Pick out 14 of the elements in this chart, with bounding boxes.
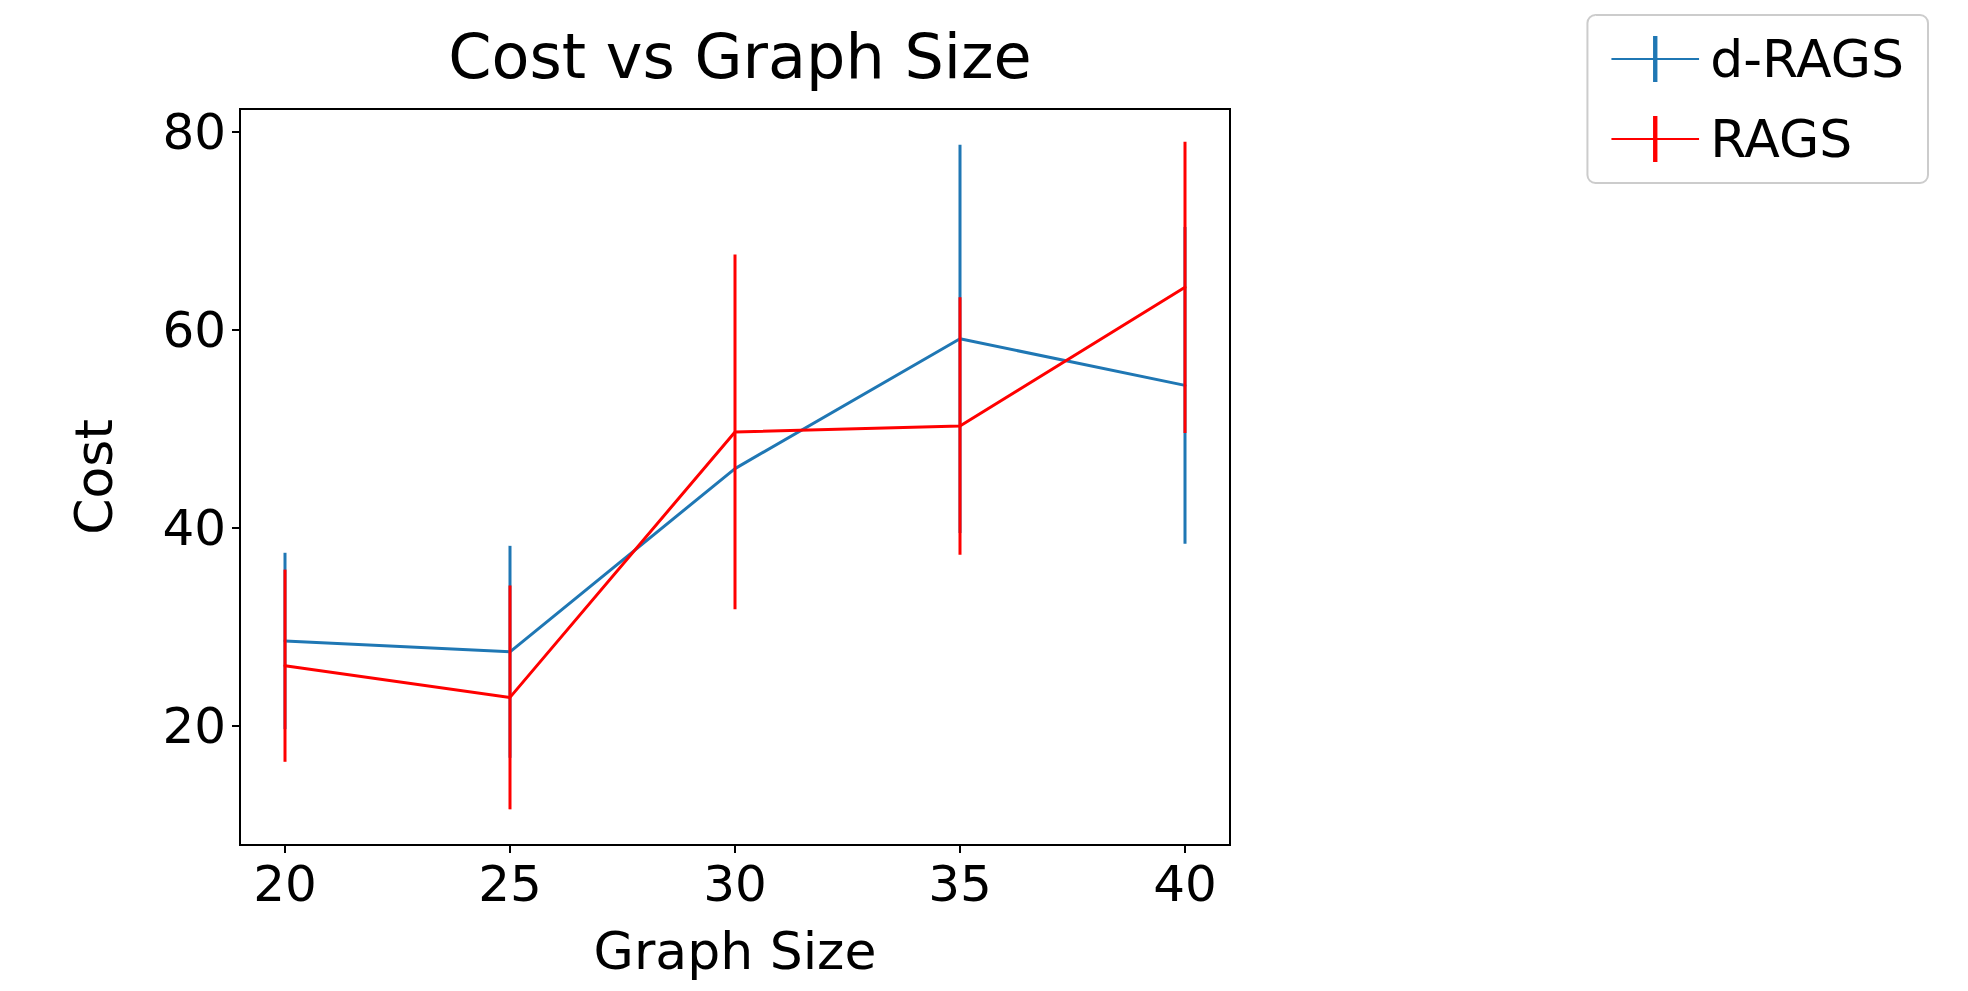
y-tick-label: 60 xyxy=(162,300,226,359)
y-tick-label: 80 xyxy=(162,102,226,161)
y-axis-title: Cost xyxy=(64,419,124,535)
x-tick-label: 40 xyxy=(1153,855,1217,913)
x-tick-label: 35 xyxy=(928,855,992,913)
x-tick-label: 30 xyxy=(703,855,767,913)
chart-title: Cost vs Graph Size xyxy=(448,19,1032,93)
x-tick-label: 25 xyxy=(478,855,542,913)
legend-label: RAGS xyxy=(1710,109,1853,169)
y-tick-label: 40 xyxy=(162,499,226,558)
x-axis-title: Graph Size xyxy=(593,921,877,981)
legend-label: d-RAGS xyxy=(1710,29,1905,89)
y-tick-label: 20 xyxy=(162,697,226,756)
x-tick-label: 20 xyxy=(253,855,317,913)
